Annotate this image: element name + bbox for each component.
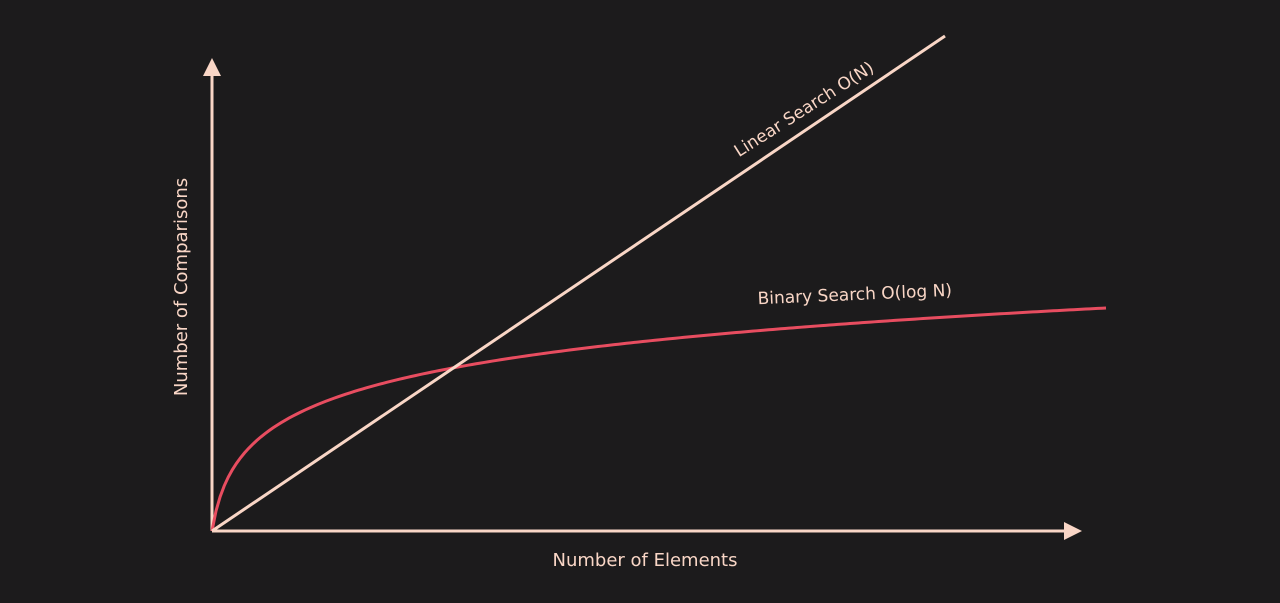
x-axis-arrow <box>1064 522 1082 540</box>
y-axis-label: Number of Comparisons <box>171 178 192 396</box>
series-line-linear-search <box>211 34 946 533</box>
series-line-binary-search <box>210 306 1107 532</box>
y-axis-arrow <box>203 58 221 76</box>
x-axis-label: Number of Elements <box>552 550 737 571</box>
